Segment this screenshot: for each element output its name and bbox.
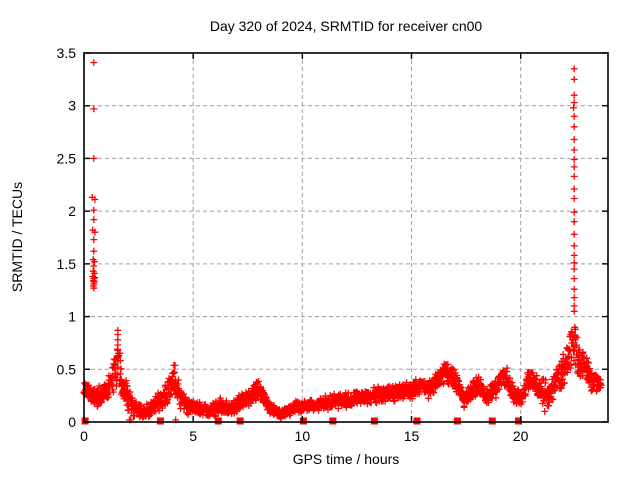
tick-labels: 0 5 10 15 20 0 0.5 1 1.5 2 2.5 3 3.5 <box>57 45 529 444</box>
y-tick-label: 1 <box>68 309 76 325</box>
y-tick-label: 3 <box>68 98 76 114</box>
y-tick-label: 1.5 <box>57 256 77 272</box>
y-tick-label: 2.5 <box>57 150 77 166</box>
y-tick-label: 2 <box>68 203 76 219</box>
gridlines <box>84 53 608 422</box>
x-axis-label: GPS time / hours <box>293 451 400 467</box>
plus-markers <box>80 59 605 424</box>
x-tick-label: 5 <box>189 428 197 444</box>
y-tick-label: 0.5 <box>57 361 77 377</box>
y-tick-label: 3.5 <box>57 45 77 61</box>
x-tick-label: 15 <box>404 428 420 444</box>
y-axis-label: SRMTID / TECUs <box>9 182 25 292</box>
x-tick-label: 20 <box>513 428 529 444</box>
chart-title: Day 320 of 2024, SRMTID for receiver cn0… <box>210 18 483 34</box>
y-tick-label: 0 <box>68 414 76 430</box>
plot-frame <box>83 52 609 423</box>
x-tick-label: 10 <box>295 428 311 444</box>
x-tick-label: 0 <box>80 428 88 444</box>
